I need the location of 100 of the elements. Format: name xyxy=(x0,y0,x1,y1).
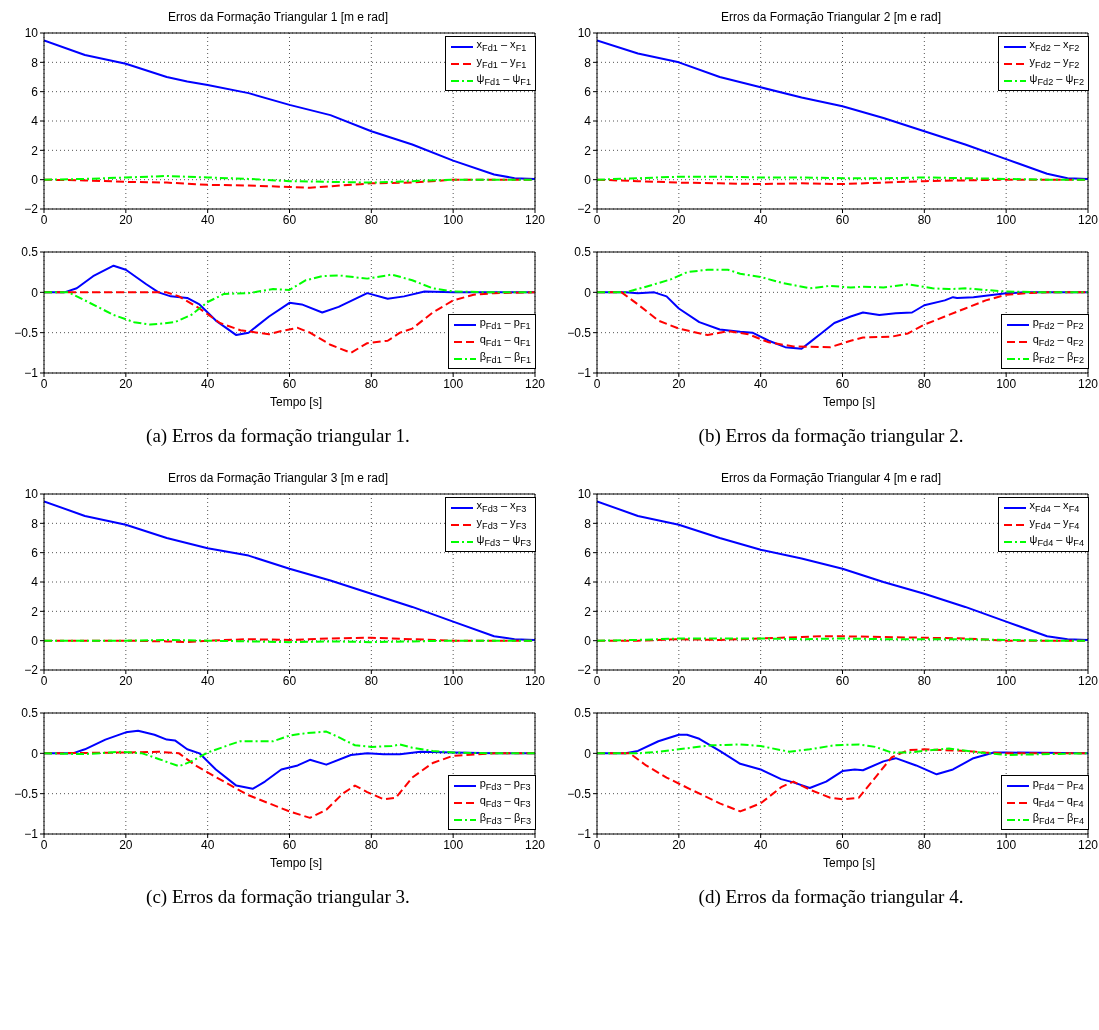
x-tick-label: 120 xyxy=(524,212,546,227)
x-tick-label: 120 xyxy=(1077,673,1099,688)
y-tick-label: 10 xyxy=(24,487,39,502)
y-tick-label: 8 xyxy=(31,516,39,531)
y-tick-label: 8 xyxy=(584,516,592,531)
x-tick-label: 40 xyxy=(753,376,768,391)
x-tick-label: 80 xyxy=(917,837,932,852)
line-series xyxy=(597,39,1088,180)
x-tick-label: 80 xyxy=(917,212,932,227)
legend-label: p$_{Fd3}$ – p$_{F3}$ xyxy=(479,777,531,794)
legend-label: β$_{Fd4}$ – β$_{F4}$ xyxy=(1032,811,1084,828)
text: (a) Erros da formação triangular 1. xyxy=(145,425,411,448)
x-tick-label: 120 xyxy=(524,376,546,391)
legend-label: q$_{Fd2}$ – q$_{F2}$ xyxy=(1032,333,1084,350)
x-tick-label: 100 xyxy=(443,212,464,227)
x-tick-label: 40 xyxy=(200,212,215,227)
y-tick-label: 8 xyxy=(584,55,592,70)
y-tick-label: 0.5 xyxy=(21,706,39,721)
y-tick-label: 0 xyxy=(584,633,592,648)
y-tick-label: −1 xyxy=(577,827,592,842)
x-axis-title: Tempo [s] xyxy=(269,856,323,872)
y-tick-label: 10 xyxy=(577,26,592,41)
x-tick-label: 80 xyxy=(917,376,932,391)
x-tick-label: 20 xyxy=(672,837,686,852)
y-tick-label: −0.5 xyxy=(14,786,39,801)
x-tick-label: 40 xyxy=(200,673,215,688)
legend-label: β$_{Fd3}$ – β$_{F3}$ xyxy=(479,811,531,828)
x-tick-label: 60 xyxy=(835,837,850,852)
legend-label: x$_{Fd1}$ – x$_{F1}$ xyxy=(476,38,527,55)
line-series xyxy=(597,268,1088,294)
y-tick-label: 0.5 xyxy=(21,245,39,260)
x-tick-label: 100 xyxy=(443,673,464,688)
y-tick-label: −1 xyxy=(24,827,39,842)
x-tick-label: 20 xyxy=(672,673,686,688)
x-tick-label: 60 xyxy=(835,376,850,391)
legend-label: β$_{Fd2}$ – β$_{F2}$ xyxy=(1032,350,1084,367)
y-tick-label: 4 xyxy=(584,114,592,129)
x-tick-label: 100 xyxy=(443,376,464,391)
legend-label: p$_{Fd4}$ – p$_{F4}$ xyxy=(1032,777,1084,794)
x-tick-label: 60 xyxy=(282,837,297,852)
y-tick-label: 6 xyxy=(584,545,592,560)
x-tick-label: 20 xyxy=(672,376,686,391)
legend-label: x$_{Fd2}$ – x$_{F2}$ xyxy=(1029,38,1080,55)
x-tick-label: 100 xyxy=(443,837,464,852)
y-tick-label: 6 xyxy=(584,84,592,99)
y-tick-label: 0.5 xyxy=(574,245,592,260)
y-tick-label: −0.5 xyxy=(567,325,592,340)
x-tick-label: 20 xyxy=(119,837,133,852)
x-tick-label: 80 xyxy=(364,673,379,688)
x-tick-label: 80 xyxy=(364,376,379,391)
y-tick-label: −2 xyxy=(577,663,592,678)
x-tick-label: 80 xyxy=(364,837,379,852)
line-series xyxy=(44,175,535,184)
y-tick-label: −0.5 xyxy=(14,325,39,340)
legend-label: x$_{Fd3}$ – x$_{F3}$ xyxy=(476,499,527,516)
y-tick-label: −2 xyxy=(24,663,39,678)
x-tick-label: 60 xyxy=(282,376,297,391)
x-axis-title: Tempo [s] xyxy=(822,856,876,872)
legend-label: ψ$_{Fd3}$ – ψ$_{F3}$ xyxy=(476,533,531,550)
y-tick-label: 0 xyxy=(584,285,592,300)
x-tick-label: 120 xyxy=(1077,376,1099,391)
x-tick-label: 120 xyxy=(524,837,546,852)
y-tick-label: 0 xyxy=(31,172,39,187)
x-tick-label: 40 xyxy=(200,376,215,391)
chart-title: Erros da Formação Triangular 1 [m e rad] xyxy=(166,9,390,26)
y-tick-label: 4 xyxy=(31,114,39,129)
chart-title: Erros da Formação Triangular 3 [m e rad] xyxy=(166,470,390,487)
y-tick-label: 4 xyxy=(584,575,592,590)
y-tick-label: 2 xyxy=(31,143,39,158)
x-tick-label: 20 xyxy=(119,212,133,227)
x-tick-label: 60 xyxy=(835,212,850,227)
y-tick-label: 0 xyxy=(584,172,592,187)
x-axis-title: Tempo [s] xyxy=(269,395,323,411)
y-tick-label: 6 xyxy=(31,84,39,99)
y-tick-label: 2 xyxy=(31,604,39,619)
line-series xyxy=(597,500,1088,641)
line-series xyxy=(44,500,535,641)
x-tick-label: 40 xyxy=(200,837,215,852)
legend-label: q$_{Fd3}$ – q$_{F3}$ xyxy=(479,794,531,811)
chart-title: Erros da Formação Triangular 2 [m e rad] xyxy=(719,9,943,26)
y-tick-label: 10 xyxy=(577,487,592,502)
x-tick-label: 20 xyxy=(119,673,133,688)
y-tick-label: 0 xyxy=(31,746,39,761)
y-tick-label: 6 xyxy=(31,545,39,560)
x-tick-label: 120 xyxy=(1077,212,1099,227)
y-tick-label: −1 xyxy=(24,366,39,381)
x-tick-label: 20 xyxy=(119,376,133,391)
x-tick-label: 60 xyxy=(282,212,297,227)
chart-title: Erros da Formação Triangular 4 [m e rad] xyxy=(719,470,943,487)
legend-label: y$_{Fd3}$ – y$_{F3}$ xyxy=(476,516,527,533)
legend-label: ψ$_{Fd1}$ – ψ$_{F1}$ xyxy=(476,72,531,89)
legend-label: x$_{Fd4}$ – x$_{F4}$ xyxy=(1029,499,1080,516)
x-tick-label: 80 xyxy=(917,673,932,688)
y-tick-label: 8 xyxy=(31,55,39,70)
y-tick-label: −0.5 xyxy=(567,786,592,801)
y-tick-label: 2 xyxy=(584,604,592,619)
y-tick-label: 0 xyxy=(584,746,592,761)
y-tick-label: 10 xyxy=(24,26,39,41)
legend-label: p$_{Fd2}$ – p$_{F2}$ xyxy=(1032,316,1084,333)
y-tick-label: 0 xyxy=(31,285,39,300)
